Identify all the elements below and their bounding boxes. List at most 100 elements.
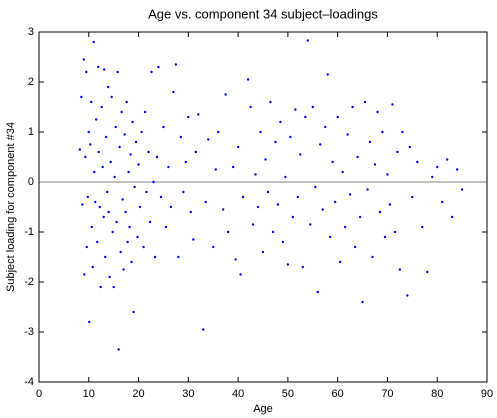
point bbox=[123, 133, 126, 136]
point bbox=[450, 215, 454, 219]
point bbox=[274, 140, 277, 144]
point bbox=[296, 195, 300, 199]
point bbox=[445, 158, 449, 161]
point bbox=[84, 155, 87, 159]
point bbox=[92, 40, 95, 44]
point bbox=[406, 294, 409, 297]
point bbox=[411, 195, 414, 199]
point bbox=[119, 250, 122, 254]
point bbox=[103, 68, 106, 71]
point bbox=[361, 300, 364, 304]
y-tick-label: 3 bbox=[28, 26, 34, 38]
point bbox=[98, 205, 101, 209]
point bbox=[333, 200, 337, 204]
point bbox=[164, 225, 168, 229]
point bbox=[140, 130, 143, 134]
point bbox=[152, 180, 155, 184]
point bbox=[113, 175, 116, 179]
point bbox=[145, 190, 148, 194]
point bbox=[431, 175, 434, 179]
x-tick-label: 50 bbox=[282, 388, 294, 400]
point bbox=[388, 203, 392, 206]
point bbox=[224, 93, 227, 96]
point bbox=[116, 70, 119, 74]
point bbox=[366, 188, 369, 191]
point bbox=[348, 193, 352, 196]
point bbox=[231, 165, 235, 169]
point bbox=[108, 275, 111, 279]
point bbox=[83, 273, 86, 276]
point bbox=[416, 160, 419, 164]
point bbox=[294, 108, 297, 111]
point bbox=[142, 245, 145, 249]
point bbox=[363, 100, 367, 104]
point bbox=[319, 143, 322, 146]
point bbox=[371, 255, 374, 259]
point bbox=[398, 268, 402, 271]
point bbox=[408, 145, 412, 149]
point bbox=[189, 210, 193, 214]
point bbox=[266, 190, 270, 194]
point bbox=[376, 110, 379, 114]
point bbox=[169, 205, 173, 209]
point bbox=[426, 270, 429, 274]
point bbox=[214, 168, 217, 171]
point bbox=[421, 225, 424, 229]
plot-frame bbox=[38, 31, 488, 383]
point bbox=[167, 165, 170, 169]
point bbox=[324, 125, 327, 129]
point bbox=[239, 273, 242, 276]
point bbox=[90, 225, 93, 229]
point bbox=[106, 85, 110, 89]
point bbox=[331, 160, 334, 164]
point bbox=[121, 198, 124, 201]
point bbox=[91, 265, 94, 269]
point bbox=[436, 165, 439, 169]
point bbox=[172, 90, 175, 94]
point bbox=[341, 170, 344, 174]
y-tick-label: -4 bbox=[24, 376, 34, 388]
point bbox=[80, 95, 83, 99]
x-axis-label: Age bbox=[253, 403, 273, 415]
point bbox=[114, 125, 117, 129]
point bbox=[321, 208, 324, 211]
point bbox=[109, 160, 112, 164]
point bbox=[455, 168, 459, 171]
point bbox=[353, 245, 357, 249]
point bbox=[306, 39, 309, 42]
point bbox=[336, 115, 339, 119]
point bbox=[157, 65, 160, 69]
point bbox=[129, 153, 132, 156]
point bbox=[381, 130, 384, 134]
point bbox=[284, 175, 287, 179]
point bbox=[396, 150, 399, 154]
point bbox=[256, 205, 260, 209]
point bbox=[97, 150, 100, 154]
point bbox=[259, 130, 262, 134]
point bbox=[99, 285, 102, 289]
point bbox=[96, 240, 99, 244]
point bbox=[301, 265, 305, 269]
point bbox=[174, 63, 178, 66]
point bbox=[212, 245, 215, 249]
point bbox=[441, 200, 444, 204]
point bbox=[134, 140, 138, 144]
point bbox=[184, 160, 188, 164]
point bbox=[85, 245, 88, 249]
point bbox=[314, 185, 317, 189]
point bbox=[111, 230, 114, 234]
point bbox=[105, 135, 108, 139]
point bbox=[194, 150, 197, 154]
y-tick-label: 2 bbox=[28, 76, 34, 88]
point bbox=[94, 200, 97, 204]
x-tick-label: 10 bbox=[83, 388, 95, 400]
point bbox=[138, 205, 142, 209]
point bbox=[281, 240, 285, 244]
point bbox=[81, 203, 84, 206]
point bbox=[101, 165, 104, 169]
point bbox=[460, 188, 464, 191]
point bbox=[105, 190, 109, 194]
